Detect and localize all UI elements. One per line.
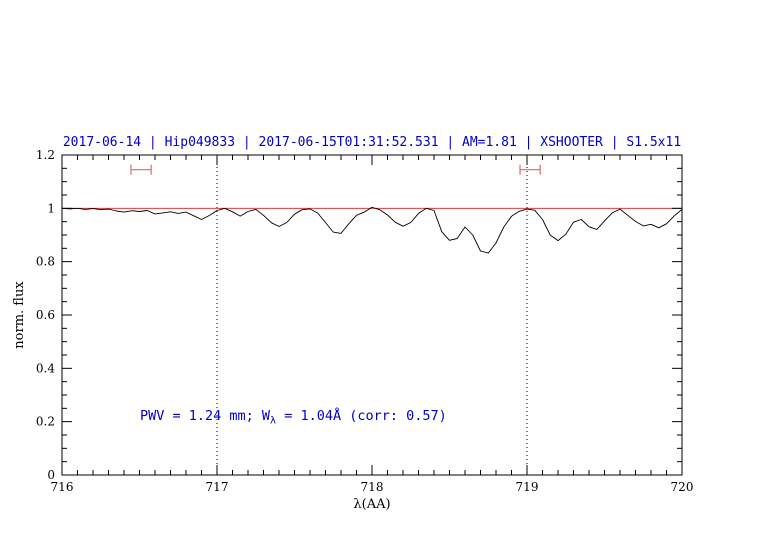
- x-tick-label: 719: [516, 480, 539, 494]
- y-tick-label: 0.8: [36, 255, 55, 269]
- spectrum-line: [61, 206, 683, 254]
- y-tick-label: 0.4: [36, 361, 55, 375]
- x-tick-label: 720: [671, 480, 694, 494]
- annotation-subscript: λ: [270, 415, 277, 427]
- y-tick-label: 1: [47, 201, 55, 215]
- plot-title: 2017-06-14 | Hip049833 | 2017-06-15T01:3…: [62, 135, 682, 150]
- band-range-marker: [130, 164, 152, 175]
- x-tick-label: 716: [51, 480, 74, 494]
- y-tick-label: 0.6: [36, 308, 55, 322]
- plot-frame: [61, 154, 683, 476]
- x-tick-label: 717: [206, 480, 229, 494]
- annotation-prefix: PWV = 1.24 mm; W: [140, 408, 271, 424]
- y-tick-label: 1.2: [36, 148, 55, 162]
- x-axis-label: λ(AA): [353, 497, 391, 512]
- band-range-marker: [519, 164, 541, 175]
- x-tick-label: 718: [361, 480, 384, 494]
- annotation-suffix: = 1.04Å (corr: 0.57): [276, 408, 447, 424]
- y-tick-label: 0: [47, 468, 55, 482]
- pwv-annotation: PWV = 1.24 mm; Wλ = 1.04Å (corr: 0.57): [140, 408, 447, 427]
- y-tick-label: 0.2: [36, 415, 55, 429]
